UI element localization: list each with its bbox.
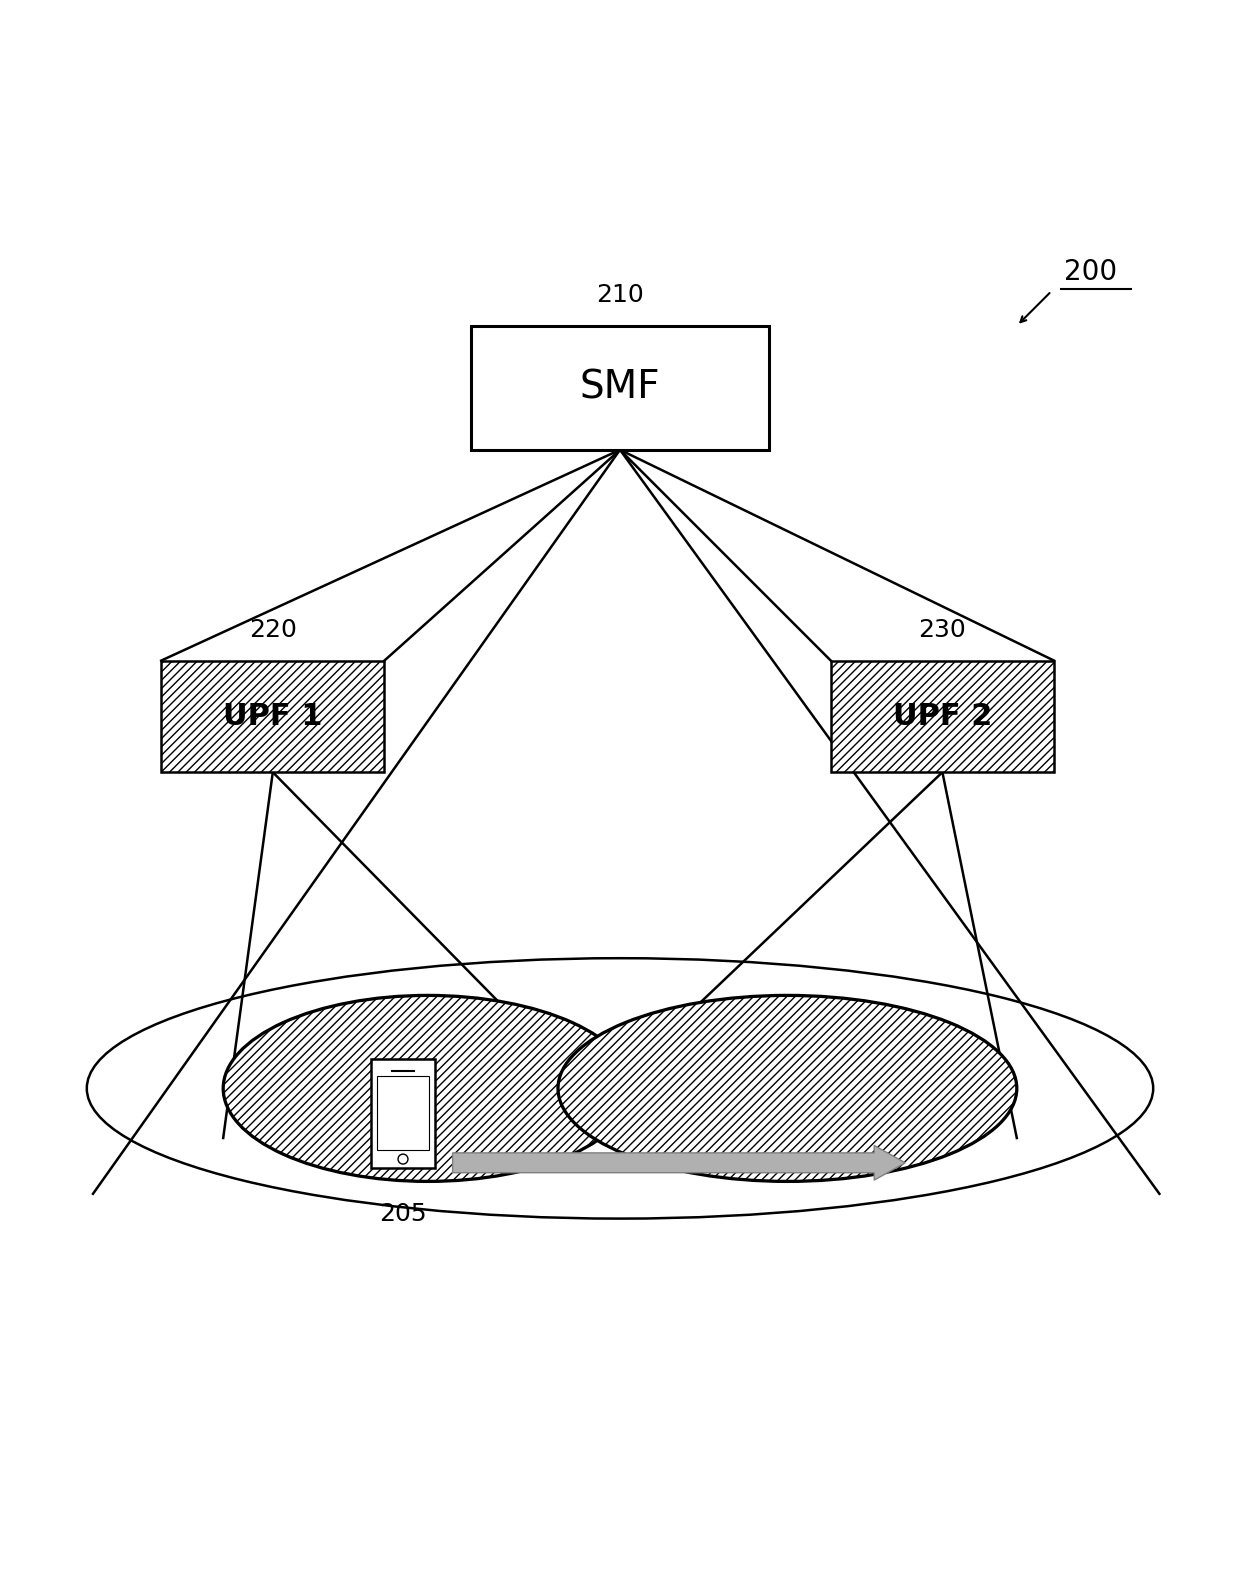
Bar: [161, 660, 384, 771]
Text: UPF 2: UPF 2: [893, 701, 992, 732]
Text: 205: 205: [379, 1202, 427, 1226]
Text: UPF 1: UPF 1: [223, 701, 322, 732]
Bar: [831, 660, 1054, 771]
Text: 210: 210: [596, 284, 644, 308]
Ellipse shape: [558, 995, 1017, 1181]
Text: 200: 200: [1064, 258, 1117, 285]
FancyArrow shape: [453, 1146, 905, 1180]
Bar: [371, 1058, 435, 1168]
Text: 220: 220: [249, 618, 296, 642]
Circle shape: [398, 1154, 408, 1164]
Ellipse shape: [223, 995, 632, 1181]
Bar: [377, 1076, 429, 1151]
Text: SMF: SMF: [579, 368, 661, 406]
Ellipse shape: [87, 958, 1153, 1218]
Text: 230: 230: [919, 618, 966, 642]
Bar: [471, 325, 769, 450]
